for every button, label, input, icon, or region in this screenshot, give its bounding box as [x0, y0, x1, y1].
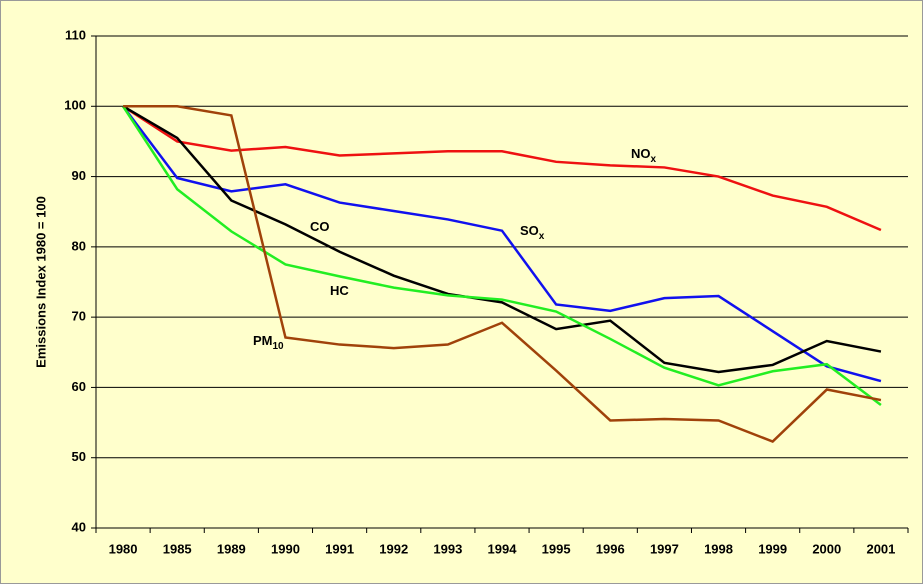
- y-tick-label: 60: [72, 379, 86, 394]
- x-tick-label: 1990: [271, 541, 300, 556]
- series-label-subscript: x: [539, 231, 545, 242]
- x-tick-label: 1994: [488, 541, 518, 556]
- x-tick-label: 1999: [758, 541, 787, 556]
- x-tick-label: 1985: [163, 541, 192, 556]
- x-tick-label: 2001: [866, 541, 895, 556]
- x-tick-label: 1997: [650, 541, 679, 556]
- x-tick-label: 2000: [812, 541, 841, 556]
- series-label: CO: [310, 219, 330, 234]
- x-tick-label: 1995: [542, 541, 571, 556]
- series-label-name: CO: [310, 219, 330, 234]
- y-tick-label: 70: [72, 309, 86, 324]
- x-tick-label: 1993: [433, 541, 462, 556]
- x-tick-label: 1991: [325, 541, 354, 556]
- series-label-subscript: 10: [273, 341, 285, 352]
- series-label: SOx: [520, 223, 545, 241]
- series-label-name: HC: [330, 283, 349, 298]
- x-tick-label: 1996: [596, 541, 625, 556]
- y-tick-label: 110: [65, 27, 86, 42]
- x-tick-label: 1989: [217, 541, 246, 556]
- y-tick-label: 80: [72, 238, 86, 253]
- series-line: [122, 105, 882, 232]
- y-tick-label: 90: [72, 168, 86, 183]
- x-tick-label: 1992: [379, 541, 408, 556]
- series-line: [122, 105, 882, 406]
- series-line: [123, 105, 882, 444]
- series-label-subscript: x: [651, 154, 657, 165]
- series-label: HC: [330, 283, 349, 298]
- series-label-name: PM: [253, 333, 273, 348]
- series-line: [122, 105, 882, 374]
- series-label: NOx: [631, 146, 657, 164]
- series-label: PM10: [253, 333, 284, 351]
- x-tick-label: 1980: [109, 541, 138, 556]
- series-label-name: SO: [520, 223, 539, 238]
- y-axis-label: Emissions Index 1980 = 100: [33, 196, 48, 368]
- y-tick-label: 100: [64, 98, 86, 113]
- series-label-name: NO: [631, 146, 651, 161]
- y-tick-label: 50: [72, 449, 86, 464]
- x-tick-label: 1998: [704, 541, 733, 556]
- y-tick-label: 40: [72, 519, 86, 534]
